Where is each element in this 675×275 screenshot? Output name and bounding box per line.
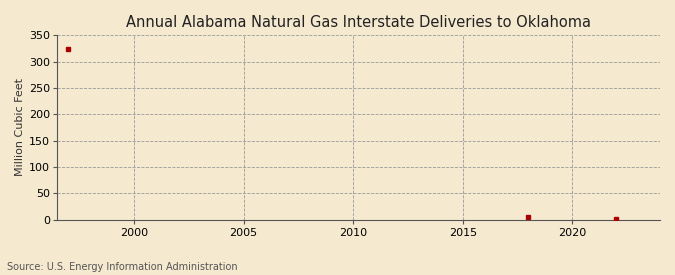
Text: Source: U.S. Energy Information Administration: Source: U.S. Energy Information Administ… (7, 262, 238, 272)
Y-axis label: Million Cubic Feet: Million Cubic Feet (15, 78, 25, 177)
Title: Annual Alabama Natural Gas Interstate Deliveries to Oklahoma: Annual Alabama Natural Gas Interstate De… (126, 15, 591, 30)
